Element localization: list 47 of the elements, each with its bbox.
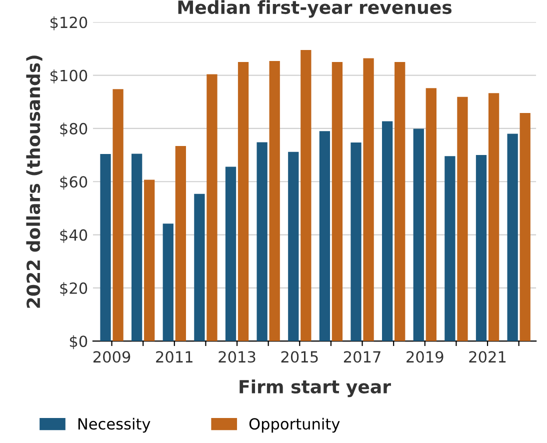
y-tick-label: $120	[50, 16, 88, 30]
bar	[394, 62, 406, 342]
bar	[162, 224, 174, 342]
bar	[332, 62, 343, 342]
x-tick-label: 2011	[156, 351, 192, 363]
legend-label: Opportunity	[249, 418, 340, 433]
x-tick-label: 2015	[281, 351, 318, 363]
bar	[206, 74, 218, 342]
bar	[100, 154, 111, 342]
bar	[319, 131, 330, 342]
bar	[507, 134, 518, 342]
bar	[426, 88, 436, 342]
legend-label: Necessity	[78, 418, 150, 433]
x-tick-label: 2017	[344, 351, 380, 363]
bar	[457, 96, 468, 342]
bar	[288, 152, 299, 342]
bar	[363, 58, 374, 342]
bar	[112, 89, 124, 342]
bar	[238, 62, 249, 342]
bar	[225, 166, 236, 342]
bar	[350, 142, 362, 342]
y-tick-label: $80	[60, 122, 88, 137]
bar	[520, 113, 530, 342]
x-tick-label: 2013	[218, 351, 256, 363]
bar	[382, 121, 393, 342]
bar	[256, 142, 268, 342]
bar	[175, 146, 186, 342]
x-tick-label: 2009	[93, 351, 130, 363]
x-tick-label: 2021	[469, 351, 506, 363]
bar	[488, 93, 500, 342]
x-axis-title: Firm start year	[240, 380, 391, 398]
y-tick-label: $60	[60, 176, 88, 190]
y-tick-label: $0	[70, 335, 88, 350]
y-tick-label: $40	[60, 228, 88, 243]
bar	[300, 50, 312, 342]
y-axis-title: 2022 dollars (thousands)	[26, 56, 42, 308]
chart-title: Median first-year revenues	[178, 0, 452, 18]
y-tick-label: $20	[60, 282, 88, 296]
bar	[132, 154, 142, 342]
y-tick-label: $100	[50, 70, 88, 84]
bar	[444, 156, 456, 342]
bar	[144, 180, 155, 342]
bar	[476, 155, 487, 342]
x-tick-label: 2019	[406, 351, 444, 363]
bar	[269, 60, 280, 342]
bar	[413, 128, 424, 342]
bar	[194, 194, 205, 342]
